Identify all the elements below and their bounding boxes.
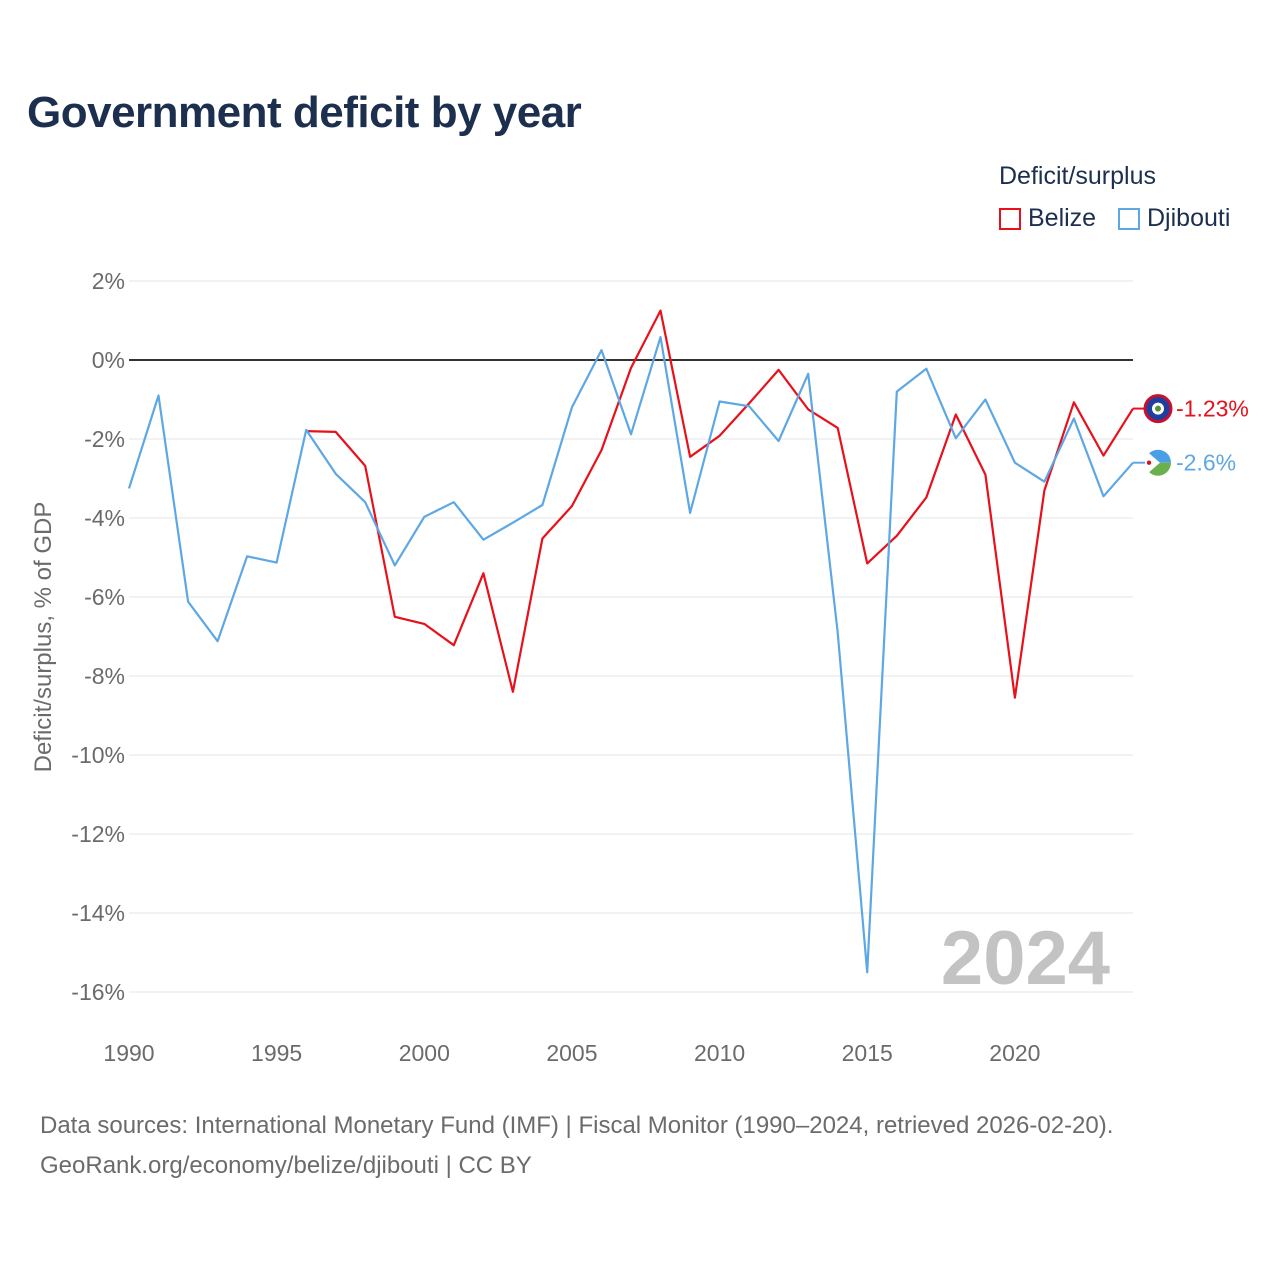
y-tick-label: -4%	[84, 505, 125, 531]
series-lines	[127, 309, 1134, 974]
y-tick-label: -12%	[71, 821, 125, 847]
y-tick-label: -6%	[84, 584, 125, 610]
y-tick-label: -2%	[84, 426, 125, 452]
legend-label-djibouti: Djibouti	[1147, 204, 1231, 232]
x-tick-label: 2015	[842, 1040, 893, 1066]
series-line-djibouti	[127, 336, 1134, 974]
gridlines	[129, 280, 1133, 993]
x-axis-ticks: 1990 1995 2000 2005 2010 2015 2020	[103, 1040, 1040, 1066]
y-tick-label: -14%	[71, 900, 125, 926]
chart-title: Government deficit by year	[27, 88, 582, 137]
legend-swatch-djibouti	[1118, 207, 1140, 230]
y-tick-label: -10%	[71, 742, 125, 768]
x-tick-label: 1990	[103, 1040, 154, 1066]
year-watermark: 2024	[941, 916, 1110, 1001]
flag-triangle	[1145, 449, 1160, 476]
flag-icon-djibouti	[1145, 449, 1171, 476]
data-sources: Data sources: International Monetary Fun…	[40, 1106, 1113, 1186]
y-tick-label: 2%	[92, 268, 125, 294]
flag-icon-belize	[1143, 394, 1173, 424]
y-tick-label: 0%	[92, 347, 125, 373]
y-tick-label: -8%	[84, 663, 125, 689]
x-tick-label: 2010	[694, 1040, 745, 1066]
y-axis-label: Deficit/surplus, % of GDP	[30, 502, 57, 773]
x-tick-label: 1995	[251, 1040, 302, 1066]
legend-item-djibouti[interactable]: Djibouti	[1118, 204, 1230, 233]
line-chart: 2%0%-2%-4%-6%-8%-10%-12%-14%-16% 1990 199…	[30, 268, 1249, 1066]
end-value-label-belize: -1.23%	[1176, 396, 1249, 422]
legend-item-belize[interactable]: Belize	[999, 204, 1096, 233]
y-tick-label: -16%	[71, 979, 125, 1005]
legend-title: Deficit/surplus	[999, 162, 1156, 190]
series-line-belize	[306, 309, 1134, 699]
sources-line-2[interactable]: GeoRank.org/economy/belize/djibouti | CC…	[40, 1152, 532, 1179]
legend-swatch-belize	[999, 207, 1021, 230]
flag-star	[1146, 460, 1152, 465]
end-value-label-djibouti: -2.6%	[1176, 450, 1236, 476]
end-markers: -1.23% -2.6%	[1133, 394, 1249, 476]
sources-line-1: Data sources: International Monetary Fun…	[40, 1112, 1114, 1139]
legend-label-belize: Belize	[1028, 204, 1097, 232]
flag-emblem-center	[1155, 405, 1161, 412]
x-tick-label: 2000	[399, 1040, 450, 1066]
x-tick-label: 2020	[989, 1040, 1040, 1066]
y-axis-ticks: 2% 0% -2% -4% -6% -8% -10% -12% -14% -16%	[71, 268, 125, 1005]
x-tick-label: 2005	[546, 1040, 597, 1066]
